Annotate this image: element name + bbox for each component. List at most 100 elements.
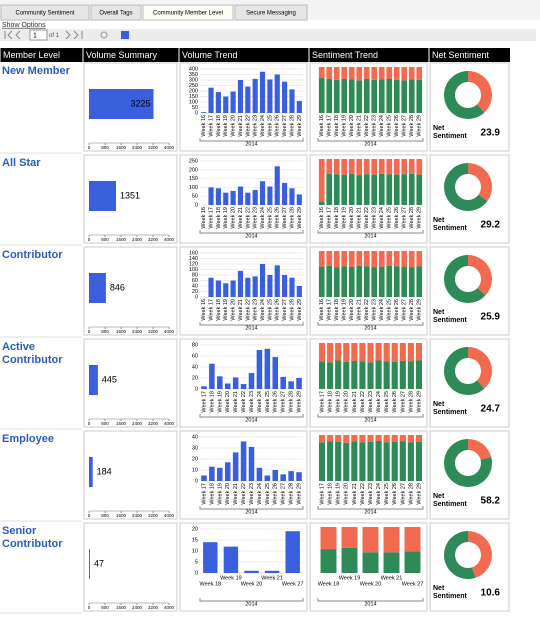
data-label: 846 [110,282,125,292]
segment [333,67,340,80]
segment [407,442,414,481]
bar [296,472,302,481]
tab[interactable] [234,4,308,21]
segment [335,441,342,481]
x-tick-label: 2400 [132,421,143,426]
bar [217,467,223,481]
x-tick-label: 800 [101,145,109,150]
page-input[interactable] [29,29,48,41]
group-bracket [317,598,424,602]
segment [378,266,385,297]
group-label: 2014 [364,601,376,607]
x-tick-label: Week 19 [339,575,361,581]
x-tick-label: Week 19 [342,207,348,229]
x-tick-label: Week 26 [394,299,400,321]
y-tick-label: 50 [192,194,198,200]
bar [89,457,93,487]
donut-slice [468,71,493,113]
y-tick-label: 200 [189,88,198,94]
segment [391,441,398,481]
tab[interactable] [0,4,90,21]
tab-label[interactable]: Overall Tags [99,11,132,17]
x-tick-label: Week 28 [409,207,415,229]
bar [230,91,236,113]
group-label: 2014 [245,233,257,239]
group-bracket [317,322,424,326]
y-tick-label: 30 [192,445,198,451]
tab-label[interactable]: Secure Messaging [246,11,296,17]
segment [401,174,408,205]
x-tick-label: Week 27 [400,483,406,505]
bar [267,79,273,113]
column-header: Member Level [3,50,60,60]
export[interactable] [121,31,129,39]
x-tick-label: Week 26 [394,115,400,137]
bar [288,381,294,389]
x-tick-label: Week 21 [357,299,363,321]
x-tick-label: Week 29 [297,299,303,321]
segment [416,251,423,267]
bar [296,100,302,113]
x-tick-label: Week 26 [275,299,281,321]
segment [371,159,378,175]
donut-slice [444,439,493,488]
segment [327,362,334,389]
segment [383,552,400,573]
bar [230,190,236,205]
segment [378,67,385,80]
x-tick-label: Week 17 [201,391,207,413]
segment [318,361,326,389]
x-tick-label: 4000 [164,329,175,334]
bar [282,81,288,113]
bar [89,365,98,395]
x-tick-label: 800 [101,513,109,518]
tab[interactable] [90,4,142,21]
tab-label[interactable]: Community Member Level [153,11,223,17]
bar [248,446,255,481]
bar [223,96,229,113]
x-tick-label: Week 20 [231,207,237,229]
show-options[interactable]: Show Options [2,22,46,29]
y-tick-label: 80 [192,272,198,278]
donut-slice [468,439,492,460]
column-header: Volume Summary [86,50,158,60]
x-tick-label: Week 28 [289,207,295,229]
refresh[interactable] [100,31,108,39]
x-tick-label: Week 17 [319,391,325,413]
segment [371,79,378,113]
x-tick-label: Week 17 [327,115,333,137]
x-tick-label: Week 24 [260,299,266,321]
page-number[interactable]: 1 [33,32,37,39]
donut-slice [468,531,493,578]
bar [259,264,266,297]
x-tick-label: Week 22 [364,207,370,229]
data-label: 184 [97,466,112,476]
x-tick-label: 0 [88,329,91,334]
bar [224,383,231,389]
bar [280,474,286,481]
bar [203,542,218,573]
net-sentiment-value: 23.9 [481,128,501,139]
tab-active[interactable] [142,4,234,21]
segment [333,79,340,113]
x-tick-label: Week 20 [349,207,355,229]
nav-forward[interactable] [65,30,83,40]
net-sentiment-label: Net Sentiment [433,309,467,324]
x-tick-label: Week 29 [417,207,423,229]
y-tick-label: 0 [195,202,198,208]
nav-back[interactable] [4,30,21,40]
column-header: Volume Trend [182,50,238,60]
member-level: All Star [2,157,41,169]
net-sentiment-value: 24.7 [481,404,501,415]
tab-label[interactable]: Community Sentiment [15,11,74,17]
segment [378,79,385,113]
bar [252,190,258,205]
segment [348,79,355,113]
bar [274,74,280,113]
x-tick-label: Week 29 [296,391,302,413]
x-tick-label: Week 25 [265,483,271,505]
segment [363,174,370,205]
segment [367,435,374,442]
bar [232,377,239,389]
x-tick-label: 0 [88,237,91,242]
